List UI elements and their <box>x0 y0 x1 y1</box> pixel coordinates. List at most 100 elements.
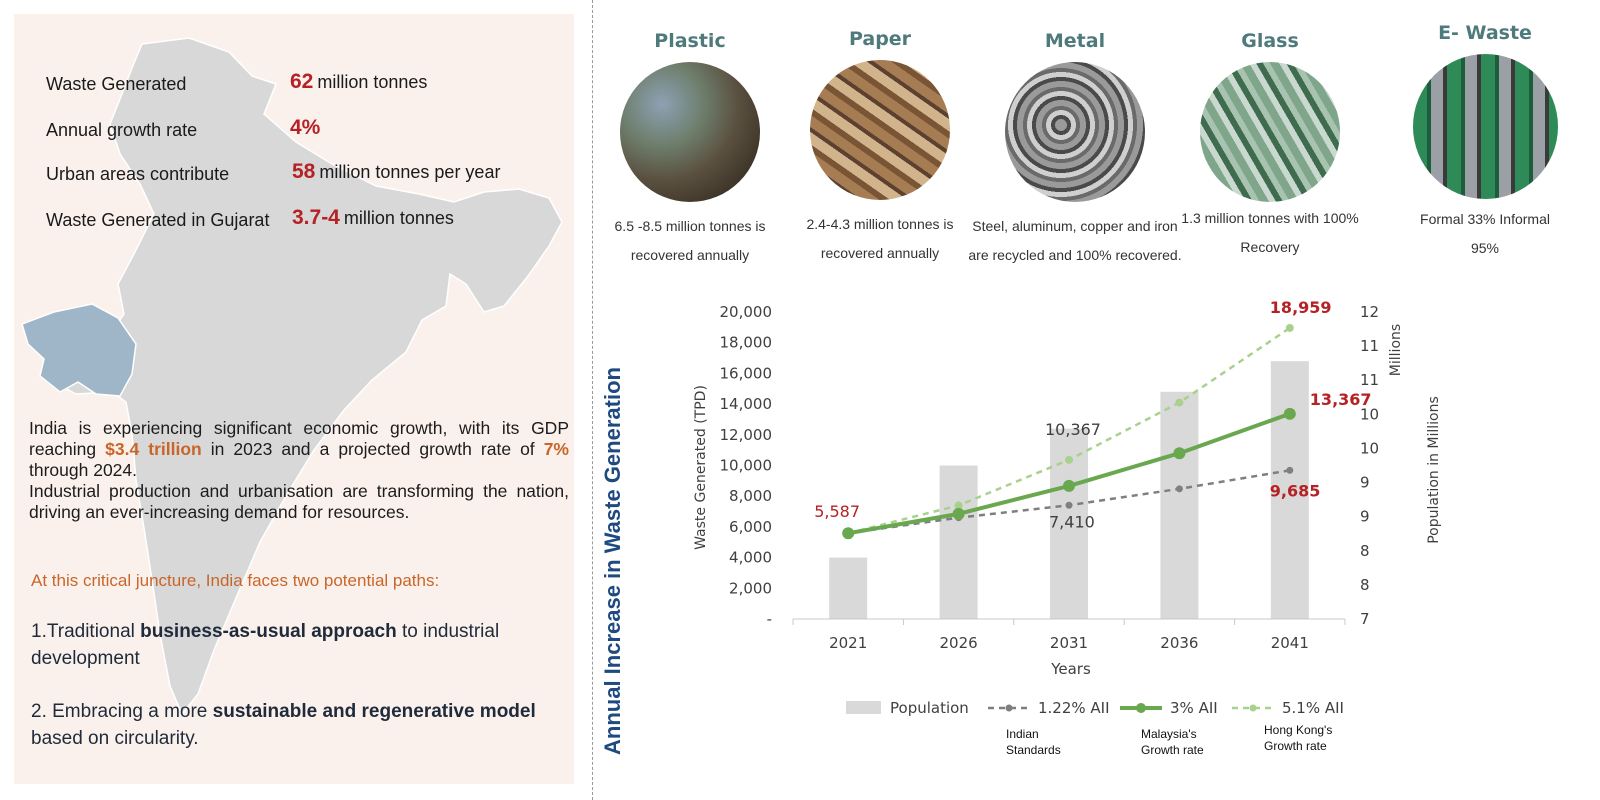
e-waste-photo <box>1412 54 1558 199</box>
stat-label: Annual growth rate <box>46 120 198 140</box>
legend-label: 1.22% AII <box>1038 699 1110 717</box>
series-point <box>1175 485 1183 493</box>
material-title: Plastic <box>654 30 726 52</box>
intro-text-part: Industrial production and urbanisation a… <box>29 481 569 522</box>
material-paper: Paper 2.4-4.3 million tonnes is recovere… <box>785 28 975 268</box>
growth-rate-highlight: 7% <box>543 439 569 459</box>
stat-number: 58 <box>292 160 316 183</box>
path-text: to industrial development <box>31 621 500 669</box>
material-description: Steel, aluminum, copper and iron are rec… <box>968 218 1182 263</box>
series-point <box>1173 447 1186 460</box>
legend-note-text: Indian Standards <box>1006 727 1061 757</box>
material-description: 2.4-4.3 million tonnes is recovered annu… <box>806 216 954 261</box>
series-point <box>1065 455 1073 464</box>
x-tick-label: 2041 <box>1271 634 1309 652</box>
left-info-panel: Waste Generated 62 million tonnes Annual … <box>14 14 574 784</box>
legend-label: Population <box>890 699 969 717</box>
series-point <box>1065 501 1073 509</box>
legend-label: 5.1% AII <box>1282 699 1344 717</box>
legend-note-text: Malaysia's Growth rate <box>1141 727 1204 757</box>
legend-note-malaysia: Malaysia's Growth rate <box>1141 726 1231 758</box>
chart-axes: 2021 2026 2031 2036 2041 Years - 2,000 4,000 6,00… <box>693 303 1442 678</box>
path-text: 2. Embracing a more <box>31 701 213 722</box>
y-right-tick-label: 10 <box>1360 439 1379 457</box>
material-title: Glass <box>1241 30 1299 52</box>
y-right-tick-label: 12 <box>1360 303 1379 321</box>
legend-note-hongkong: Hong Kong's Growth rate <box>1264 722 1354 754</box>
panel-divider <box>592 0 593 800</box>
path-emphasis: sustainable and regenerative model <box>212 701 536 722</box>
y-left-tick-label: 14,000 <box>720 395 773 413</box>
stat-number: 4% <box>290 116 321 139</box>
path-option-2: 2. Embracing a more sustainable and rege… <box>31 698 571 752</box>
intro-text-part: in 2023 and a projected growth rate of <box>201 439 544 459</box>
stat-label: Urban areas contribute <box>46 164 230 184</box>
population-bar <box>1270 361 1309 619</box>
intro-text-part: India is experiencing significant econom… <box>29 418 569 459</box>
legend-swatch-point <box>1136 703 1146 713</box>
y-right-tick-label: 11 <box>1360 337 1379 355</box>
y-left-tick-label: 8,000 <box>729 487 772 505</box>
series-point <box>954 501 963 510</box>
y-right-tick-label: 8 <box>1360 542 1370 560</box>
y-left-axis-title: Waste Generated (TPD) <box>693 385 709 550</box>
legend-swatch-point <box>1005 704 1013 712</box>
material-e-waste: E- Waste Formal 33% Informal 95% <box>1390 22 1580 263</box>
material-description: Formal 33% Informal 95% <box>1420 211 1550 256</box>
legend-note-text: Hong Kong's Growth rate <box>1264 723 1333 753</box>
y-right-unit-label: Millions <box>1388 324 1404 376</box>
stat-value: 58 million tonnes per year <box>292 160 500 184</box>
intro-text-part: through 2024. <box>29 460 138 480</box>
legend-label: 3% AII <box>1170 699 1218 717</box>
material-plastic: Plastic 6.5 -8.5 million tonnes is recov… <box>595 30 785 270</box>
series-point <box>952 507 965 520</box>
y-left-tick-label: 6,000 <box>729 518 772 536</box>
y-left-tick-label: 16,000 <box>720 364 773 382</box>
material-title: E- Waste <box>1438 22 1532 44</box>
stat-value: 62 million tonnes <box>290 70 427 94</box>
stat-value: 3.7-4 million tonnes <box>292 206 454 230</box>
material-metal: Metal Steel, aluminum, copper and iron a… <box>968 30 1181 270</box>
series-lines <box>842 323 1296 540</box>
chart-legend: Population 1.22% AII 3% AII 5.1% AII <box>846 699 1344 717</box>
population-bar <box>1160 391 1199 619</box>
series-point <box>1285 323 1294 332</box>
legend-swatch-population <box>846 701 881 714</box>
material-title: Paper <box>848 28 912 50</box>
y-right-tick-label: 7 <box>1360 610 1370 628</box>
y-left-tick-label: 20,000 <box>720 303 773 321</box>
stat-number: 62 <box>290 70 314 93</box>
data-label: 7,410 <box>1049 512 1095 531</box>
stat-number: 3.7-4 <box>292 206 340 229</box>
data-label: 18,959 <box>1270 298 1332 317</box>
data-label: 10,367 <box>1045 420 1101 439</box>
stat-value: 4% <box>290 116 320 140</box>
waste-generation-chart: 2021 2026 2031 2036 2041 Years - 2,000 4,000 6,00… <box>693 298 1442 717</box>
population-bar <box>939 465 978 619</box>
data-label: 5,587 <box>814 502 860 521</box>
x-axis-title: Years <box>1050 660 1091 678</box>
stat-unit: million tonnes <box>317 72 428 92</box>
india-map-graphic <box>21 37 563 716</box>
x-tick-label: 2021 <box>829 634 867 652</box>
data-label: 13,367 <box>1310 390 1372 409</box>
x-tick-label: 2031 <box>1050 634 1088 652</box>
path-option-1: 1.Traditional business-as-usual approach… <box>31 618 571 672</box>
y-left-tick-label: 18,000 <box>720 334 773 352</box>
population-bar <box>829 557 868 619</box>
stat-label: Waste Generated in Gujarat <box>46 210 270 230</box>
y-right-tick-label: 8 <box>1360 576 1370 594</box>
y-right-tick-label: 9 <box>1360 474 1370 492</box>
y-right-tick-label: 10 <box>1360 405 1379 423</box>
y-left-tick-label: 12,000 <box>720 426 773 444</box>
stat-unit: million tonnes <box>343 208 454 228</box>
metal-waste-photo <box>1005 62 1145 202</box>
series-point <box>1283 407 1296 420</box>
material-title: Metal <box>1044 30 1106 52</box>
data-labels: 5,587 10,367 7,410 18,959 13,367 9,685 <box>814 298 1371 531</box>
series-point <box>1175 398 1184 407</box>
legend-swatch-point <box>1249 704 1257 712</box>
legend-note-indian: Indian Standards <box>1006 726 1076 758</box>
paper-waste-photo <box>810 60 950 200</box>
y-left-tick-label: 4,000 <box>729 549 772 567</box>
